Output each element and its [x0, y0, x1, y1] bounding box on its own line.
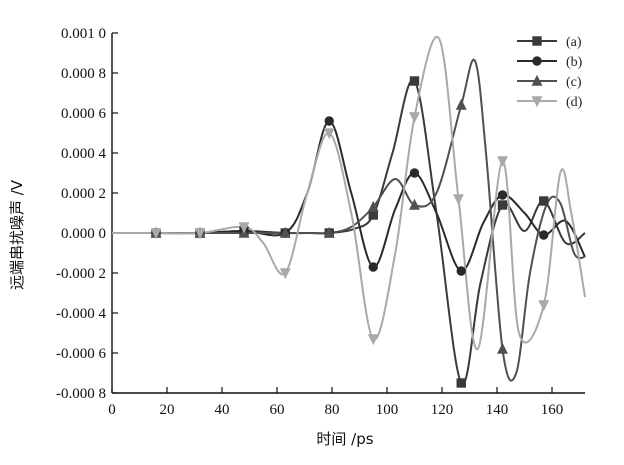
data-point-marker: [194, 228, 206, 240]
y-tick-label: 0.000 6: [61, 106, 107, 122]
y-axis-label: 远端串扰噪声 /V: [8, 179, 26, 290]
series-line: [112, 58, 586, 382]
x-tick-label: 160: [541, 402, 564, 418]
legend-marker: [532, 36, 542, 46]
data-point-marker: [455, 98, 467, 110]
data-point-marker: [409, 198, 420, 210]
data-point-marker: [279, 268, 291, 280]
x-tick-label: 100: [376, 402, 399, 418]
y-tick-label: 0.000 4: [61, 146, 107, 162]
data-point-marker: [279, 226, 291, 238]
legend-label: (c): [566, 75, 582, 90]
data-point-marker: [409, 168, 420, 178]
y-tick-label: 0.001 0: [61, 26, 106, 42]
y-tick-label: 0.000 8: [61, 66, 106, 82]
y-tick-label: -0.000 8: [56, 386, 106, 402]
legend-label: (d): [566, 95, 583, 110]
data-point-marker: [323, 226, 335, 238]
x-tick-label: 20: [160, 402, 175, 418]
y-tick-label: 0.000 0: [61, 226, 106, 242]
y-tick-label: -0.000 4: [56, 306, 106, 322]
data-point-marker: [539, 230, 549, 240]
data-point-marker: [538, 300, 550, 312]
x-tick-label: 140: [486, 402, 509, 418]
legend-label: (a): [566, 35, 582, 50]
x-axis-label: 时间 /ps: [316, 430, 373, 448]
data-point-marker: [456, 266, 466, 276]
data-point-marker: [367, 334, 379, 346]
legend-marker: [531, 96, 543, 108]
x-tick-label: 60: [270, 402, 285, 418]
y-tick-label: -0.000 2: [56, 266, 106, 282]
legend: (a) (b) (c) (d): [517, 35, 583, 110]
data-point-marker: [453, 194, 464, 206]
data-point-marker: [456, 378, 466, 388]
y-tick-label: 0.000 2: [61, 186, 106, 202]
data-point-marker: [539, 196, 549, 206]
legend-label: (b): [566, 55, 583, 70]
plot-frame: [111, 33, 585, 394]
series-line: [112, 78, 586, 386]
series-lines: [112, 35, 586, 386]
y-tick-label: -0.000 6: [56, 346, 106, 362]
data-point-marker: [238, 222, 250, 234]
x-tick-label: 0: [108, 402, 116, 418]
data-point-marker: [409, 112, 420, 124]
data-point-marker: [497, 200, 508, 210]
series-markers: [150, 76, 550, 388]
series-line: [112, 35, 586, 351]
y-axis-ticks: 0.001 0 0.000 8 0.000 6 0.000 4 0.000 2 0.000…: [56, 26, 118, 402]
data-point-marker: [150, 228, 162, 240]
legend-marker: [532, 56, 542, 66]
data-point-marker: [497, 156, 508, 168]
x-tick-label: 40: [215, 402, 230, 418]
data-point-marker: [368, 262, 378, 272]
data-point-marker: [497, 342, 508, 354]
data-point-marker: [367, 200, 379, 212]
data-point-marker: [497, 190, 508, 200]
data-point-marker: [368, 210, 378, 220]
data-point-marker: [324, 116, 334, 126]
x-tick-label: 120: [431, 402, 454, 418]
legend-marker: [531, 74, 543, 86]
data-point-marker: [323, 128, 335, 140]
x-tick-label: 80: [325, 402, 340, 418]
x-axis-ticks: 0 20 40 60 80 100 120 140 160: [108, 387, 563, 418]
data-point-marker: [409, 76, 420, 86]
